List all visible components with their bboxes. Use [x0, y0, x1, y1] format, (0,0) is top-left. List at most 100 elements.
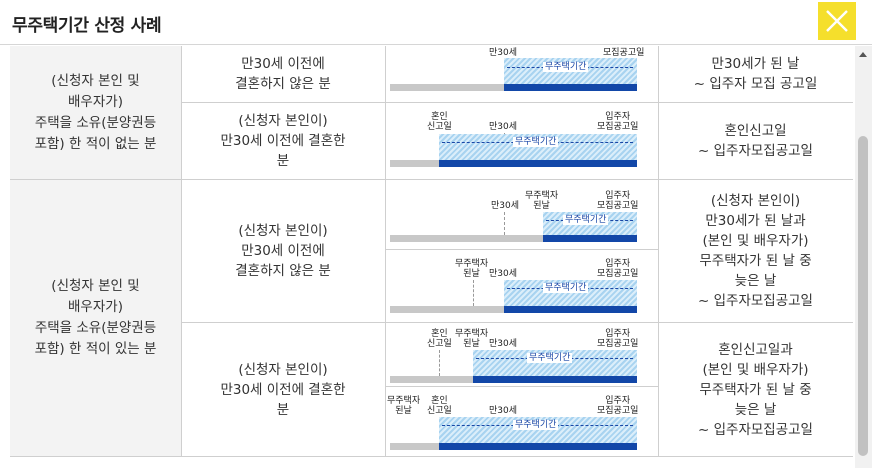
period-line: ~ 입주자모집공고일 [698, 421, 813, 438]
condition-line: 결혼하지 않은 분 [235, 76, 331, 92]
row-divider [181, 102, 853, 103]
period-bar [439, 443, 637, 450]
condition-cell: (신청자 본인이) 만30세 이전에 결혼한 분 [181, 102, 385, 179]
prior-bar [390, 306, 504, 313]
period-label: 무주택기간 [513, 137, 559, 147]
condition-line: (신청자 본인이) [238, 361, 328, 378]
col-divider [385, 46, 386, 456]
category-line: (신청자 본인 및 [51, 72, 140, 89]
period-label: 무주택기간 [543, 283, 589, 293]
timeline-label: 입주자 모집공고일 [597, 396, 639, 416]
timeline-label: 모집공고일 [603, 48, 645, 58]
timeline-label: 만30세 [491, 201, 520, 211]
timeline-label: 입주자 모집공고일 [597, 112, 639, 132]
diagram-divider [385, 249, 658, 250]
timeline-label: 만30세 [489, 48, 518, 58]
scroll-up-icon[interactable] [859, 52, 867, 57]
category-line: 포함) 한 적이 있는 분 [34, 341, 157, 357]
period-line: (본인 및 배우자가) [702, 233, 809, 249]
period-cell: (신청자 본인이) 만30세가 된 날과 (본인 및 배우자가) 무주택자가 된… [658, 180, 853, 322]
period-bar [504, 84, 637, 91]
condition-line: 결혼하지 않은 분 [235, 263, 331, 279]
period-line: 만30세가 된 날 [711, 56, 800, 72]
condition-line: 분 [276, 401, 290, 418]
period-cell: 혼인신고일과 (본인 및 배우자가) 무주택자가 된 날 중 늦은 날 ~ 입주… [658, 323, 853, 456]
timeline-diagram: 무주택자 된날 혼인 신고일 만30세 입주자 모집공고일 무주택기간 [385, 387, 658, 456]
vertical-scrollbar[interactable] [855, 46, 872, 468]
category-line: 배우자가) [68, 299, 123, 315]
dialog-title: 무주택기간 산정 사례 [12, 16, 162, 36]
condition-line: 만30세 이전에 [241, 56, 325, 72]
diagram-divider [385, 386, 658, 387]
col-divider [181, 46, 182, 456]
period-label: 무주택기간 [513, 420, 559, 430]
category-line: 주택을 소유(분양권등 [34, 114, 157, 131]
prior-bar [390, 376, 473, 383]
period-line: ~ 입주자모집공고일 [698, 293, 813, 309]
prior-bar [390, 160, 439, 167]
condition-line: (신청자 본인이) [238, 223, 328, 239]
category-line: (신청자 본인 및 [51, 278, 140, 294]
category-line: 배우자가) [68, 93, 123, 110]
condition-line: 만30세 이전에 결혼한 [220, 381, 346, 398]
scroll-thumb[interactable] [858, 136, 868, 456]
timeline-diagram: 혼인 신고일 무주택자 된날 만30세 입주자 모집공고일 무주택기간 [385, 323, 658, 386]
category-cell: (신청자 본인 및 배우자가) 주택을 소유(분양권등 포함) 한 적이 없는 … [10, 46, 181, 179]
period-bar [504, 306, 637, 313]
timeline-label: 입주자 모집공고일 [597, 191, 639, 211]
timeline-label: 만30세 [489, 269, 518, 279]
period-line: 무주택자가 된 날 중 [699, 381, 812, 398]
marker-line [504, 212, 505, 235]
dialog-header: 무주택기간 산정 사례 [0, 0, 872, 45]
timeline-diagram: 만30세 모집공고일 무주택기간 [385, 46, 658, 102]
prior-bar [390, 443, 439, 450]
timeline-label: 무주택자 된날 [525, 191, 559, 211]
period-bar [439, 160, 637, 167]
condition-cell: (신청자 본인이) 만30세 이전에 결혼하지 않은 분 [181, 180, 385, 322]
marker-line [439, 350, 440, 376]
prior-bar [390, 84, 504, 91]
timeline-label: 입주자 모집공고일 [597, 329, 639, 349]
timeline-label: 무주택자 된날 [455, 329, 489, 349]
close-icon [826, 10, 848, 32]
period-line: 무주택자가 된 날 중 [699, 253, 812, 269]
timeline-diagram: 무주택자 된날 만30세 입주자 모집공고일 무주택기간 [385, 250, 658, 322]
period-line: 늦은 날 [734, 401, 777, 418]
period-bar [543, 235, 637, 242]
period-cell: 혼인신고일 ~ 입주자모집공고일 [658, 102, 853, 179]
timeline-label: 혼인 신고일 [427, 329, 452, 349]
period-cell: 만30세가 된 날 ~ 입주자 모집 공고일 [658, 46, 853, 102]
period-label: 무주택기간 [563, 215, 609, 225]
period-label: 무주택기간 [527, 353, 573, 363]
condition-line: (신청자 본인이) [238, 112, 328, 129]
period-line: ~ 입주자 모집 공고일 [693, 76, 818, 92]
timeline-label: 입주자 모집공고일 [597, 259, 639, 279]
period-line: 혼인신고일과 [718, 341, 793, 358]
condition-line: 분 [276, 152, 290, 169]
row-divider [181, 322, 853, 323]
timeline-label: 만30세 [489, 406, 518, 416]
timeline-diagram: 혼인 신고일 만30세 입주자 모집공고일 무주택기간 [385, 102, 658, 179]
table-bottom [10, 456, 853, 457]
category-cell: (신청자 본인 및 배우자가) 주택을 소유(분양권등 포함) 한 적이 있는 … [10, 180, 181, 456]
condition-line: 만30세 이전에 [241, 243, 325, 259]
timeline-diagram: 만30세 무주택자 된날 입주자 모집공고일 무주택기간 [385, 180, 658, 249]
col-divider [658, 46, 659, 456]
condition-cell: (신청자 본인이) 만30세 이전에 결혼한 분 [181, 323, 385, 456]
condition-line: 만30세 이전에 결혼한 [220, 132, 346, 149]
cases-table: (신청자 본인 및 배우자가) 주택을 소유(분양권등 포함) 한 적이 없는 … [10, 46, 853, 468]
prior-bar [390, 235, 543, 242]
timeline-label: 혼인 신고일 [427, 112, 452, 132]
close-button[interactable] [818, 2, 856, 40]
period-bar [473, 376, 637, 383]
period-line: (신청자 본인이) [710, 193, 801, 209]
period-line: 만30세가 된 날과 [705, 213, 806, 229]
timeline-label: 무주택자 된날 [387, 396, 421, 416]
marker-line [473, 280, 474, 306]
period-line: (본인 및 배우자가) [702, 361, 809, 378]
group-divider [10, 179, 853, 180]
period-line: 늦은 날 [734, 273, 777, 289]
timeline-label: 만30세 [489, 339, 518, 349]
timeline-label: 혼인 신고일 [427, 396, 452, 416]
period-line: 혼인신고일 [724, 122, 787, 139]
